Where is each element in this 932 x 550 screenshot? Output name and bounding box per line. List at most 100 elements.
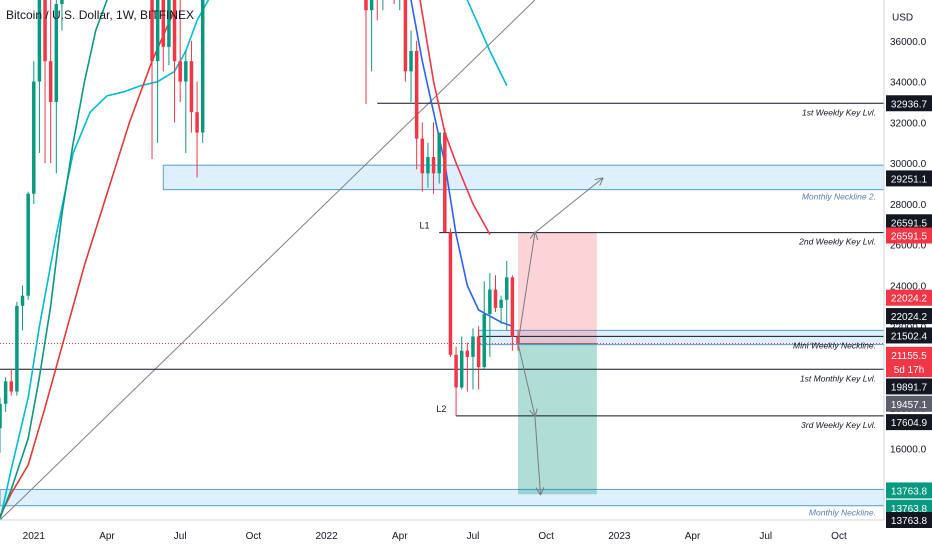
projection-ray bbox=[534, 178, 603, 234]
trendline bbox=[0, 0, 536, 520]
candle-body bbox=[20, 295, 25, 306]
plot-background bbox=[0, 0, 884, 520]
price-tag: 19457.1 bbox=[891, 400, 928, 411]
price-tag: 5d 17h bbox=[894, 365, 925, 376]
candle-body bbox=[172, 0, 177, 62]
candle-body bbox=[465, 350, 470, 357]
candle-body bbox=[167, 0, 171, 47]
price-tag-bg bbox=[886, 378, 932, 395]
price-tag: 17604.9 bbox=[891, 418, 928, 429]
candle-body bbox=[505, 277, 509, 300]
chart-title: Bitcoin / U.S. Dollar, 1W, BITFINEX bbox=[6, 8, 195, 22]
x-tick-label: 2021 bbox=[23, 531, 46, 542]
x-tick-label: 2022 bbox=[315, 531, 338, 542]
price-tag: 32936.7 bbox=[891, 99, 928, 110]
price-tag: 29251.1 bbox=[891, 174, 928, 185]
candle-body bbox=[409, 50, 413, 72]
candle-body bbox=[195, 112, 199, 133]
x-tick-label: Oct bbox=[831, 531, 847, 542]
moving-average-4 bbox=[0, 9, 176, 517]
x-tick-label: Jul bbox=[759, 531, 772, 542]
key-level-label: 3rd Weekly Key Lvl. bbox=[801, 420, 876, 430]
candle-body bbox=[3, 381, 8, 404]
price-tag-bg bbox=[886, 414, 932, 431]
candle-body bbox=[476, 336, 481, 368]
projection-ray bbox=[517, 233, 535, 344]
position-stop-zone bbox=[518, 232, 597, 344]
candle-body bbox=[443, 132, 447, 233]
y-tick-label: 34000.0 bbox=[890, 78, 927, 89]
price-tag: 13763.8 bbox=[891, 504, 928, 515]
price-tag-bg bbox=[886, 361, 932, 378]
price-tag: 22024.2 bbox=[891, 312, 928, 323]
candle-body bbox=[161, 0, 166, 47]
candle-body bbox=[26, 193, 30, 296]
candle-body bbox=[184, 61, 188, 82]
candle-body bbox=[426, 157, 430, 174]
moving-average-5 bbox=[0, 0, 108, 519]
candle-body bbox=[178, 61, 182, 82]
price-tag: 21502.4 bbox=[891, 331, 928, 342]
price-tag-bg bbox=[886, 482, 932, 499]
price-tag-bg bbox=[886, 499, 932, 516]
candle-body bbox=[471, 336, 475, 357]
y-tick-label: 16000.0 bbox=[890, 445, 927, 456]
price-tag-bg bbox=[886, 395, 932, 412]
candle-body bbox=[420, 138, 425, 174]
candle-body bbox=[454, 354, 458, 388]
y-tick-label: 36000.0 bbox=[890, 37, 927, 48]
point-label: L2 bbox=[436, 404, 446, 414]
price-tag-bg bbox=[886, 308, 932, 325]
candle-body bbox=[150, 0, 154, 62]
candle-body bbox=[369, 0, 374, 11]
moving-average-3 bbox=[0, 0, 508, 520]
key-level-label: 1st Monthly Key Lvl. bbox=[800, 373, 876, 383]
price-tag: 26591.5 bbox=[891, 232, 928, 243]
candle-body bbox=[499, 299, 503, 308]
price-tag: 13763.8 bbox=[891, 516, 928, 527]
candle-body bbox=[155, 0, 160, 62]
price-tag-bg bbox=[886, 170, 932, 187]
candle-body bbox=[516, 336, 520, 344]
currency-label: USD bbox=[892, 12, 913, 23]
candle-body bbox=[459, 350, 464, 388]
candle-body bbox=[364, 0, 368, 11]
key-level-label: 2nd Weekly Key Lvl. bbox=[798, 237, 876, 247]
candle-body bbox=[0, 403, 2, 429]
candle-body bbox=[60, 0, 64, 5]
projection-ray bbox=[517, 343, 535, 416]
key-level-label: Mini Weekly Neckline. bbox=[793, 340, 876, 350]
zone-label: Monthly Neckline. bbox=[809, 508, 876, 518]
candle-body bbox=[403, 0, 408, 72]
price-tag-bg bbox=[886, 346, 932, 363]
candle-body bbox=[431, 157, 436, 174]
price-tag: 26591.5 bbox=[891, 218, 928, 229]
candle-body bbox=[43, 0, 47, 62]
candle-body bbox=[482, 314, 486, 368]
price-tag-bg bbox=[886, 289, 932, 306]
zone-2 bbox=[0, 488, 884, 507]
key-level-label: 1st Weekly Key Lvl. bbox=[802, 107, 876, 117]
x-tick-label: Apr bbox=[392, 531, 408, 542]
x-tick-label: Oct bbox=[538, 531, 554, 542]
candle-body bbox=[48, 61, 53, 102]
plot-content bbox=[0, 0, 884, 520]
moving-average-2 bbox=[419, 0, 491, 235]
x-tick-label: Jul bbox=[174, 531, 187, 542]
x-tick-label: Jul bbox=[467, 531, 480, 542]
candle-body bbox=[15, 305, 19, 392]
projection-ray bbox=[534, 415, 541, 494]
plot-area bbox=[0, 0, 884, 520]
y-tick-label: 30000.0 bbox=[890, 159, 927, 170]
price-tag-bg bbox=[886, 512, 932, 528]
x-tick-label: Apr bbox=[99, 531, 115, 542]
candle-body bbox=[9, 381, 14, 392]
point-label: L1 bbox=[420, 220, 430, 230]
candle-body bbox=[493, 289, 498, 308]
price-tag: 13763.8 bbox=[891, 486, 928, 497]
candle-body bbox=[488, 289, 492, 315]
candle-body bbox=[437, 132, 441, 174]
candle-body bbox=[448, 232, 453, 355]
y-tick-label: 28000.0 bbox=[890, 200, 927, 211]
